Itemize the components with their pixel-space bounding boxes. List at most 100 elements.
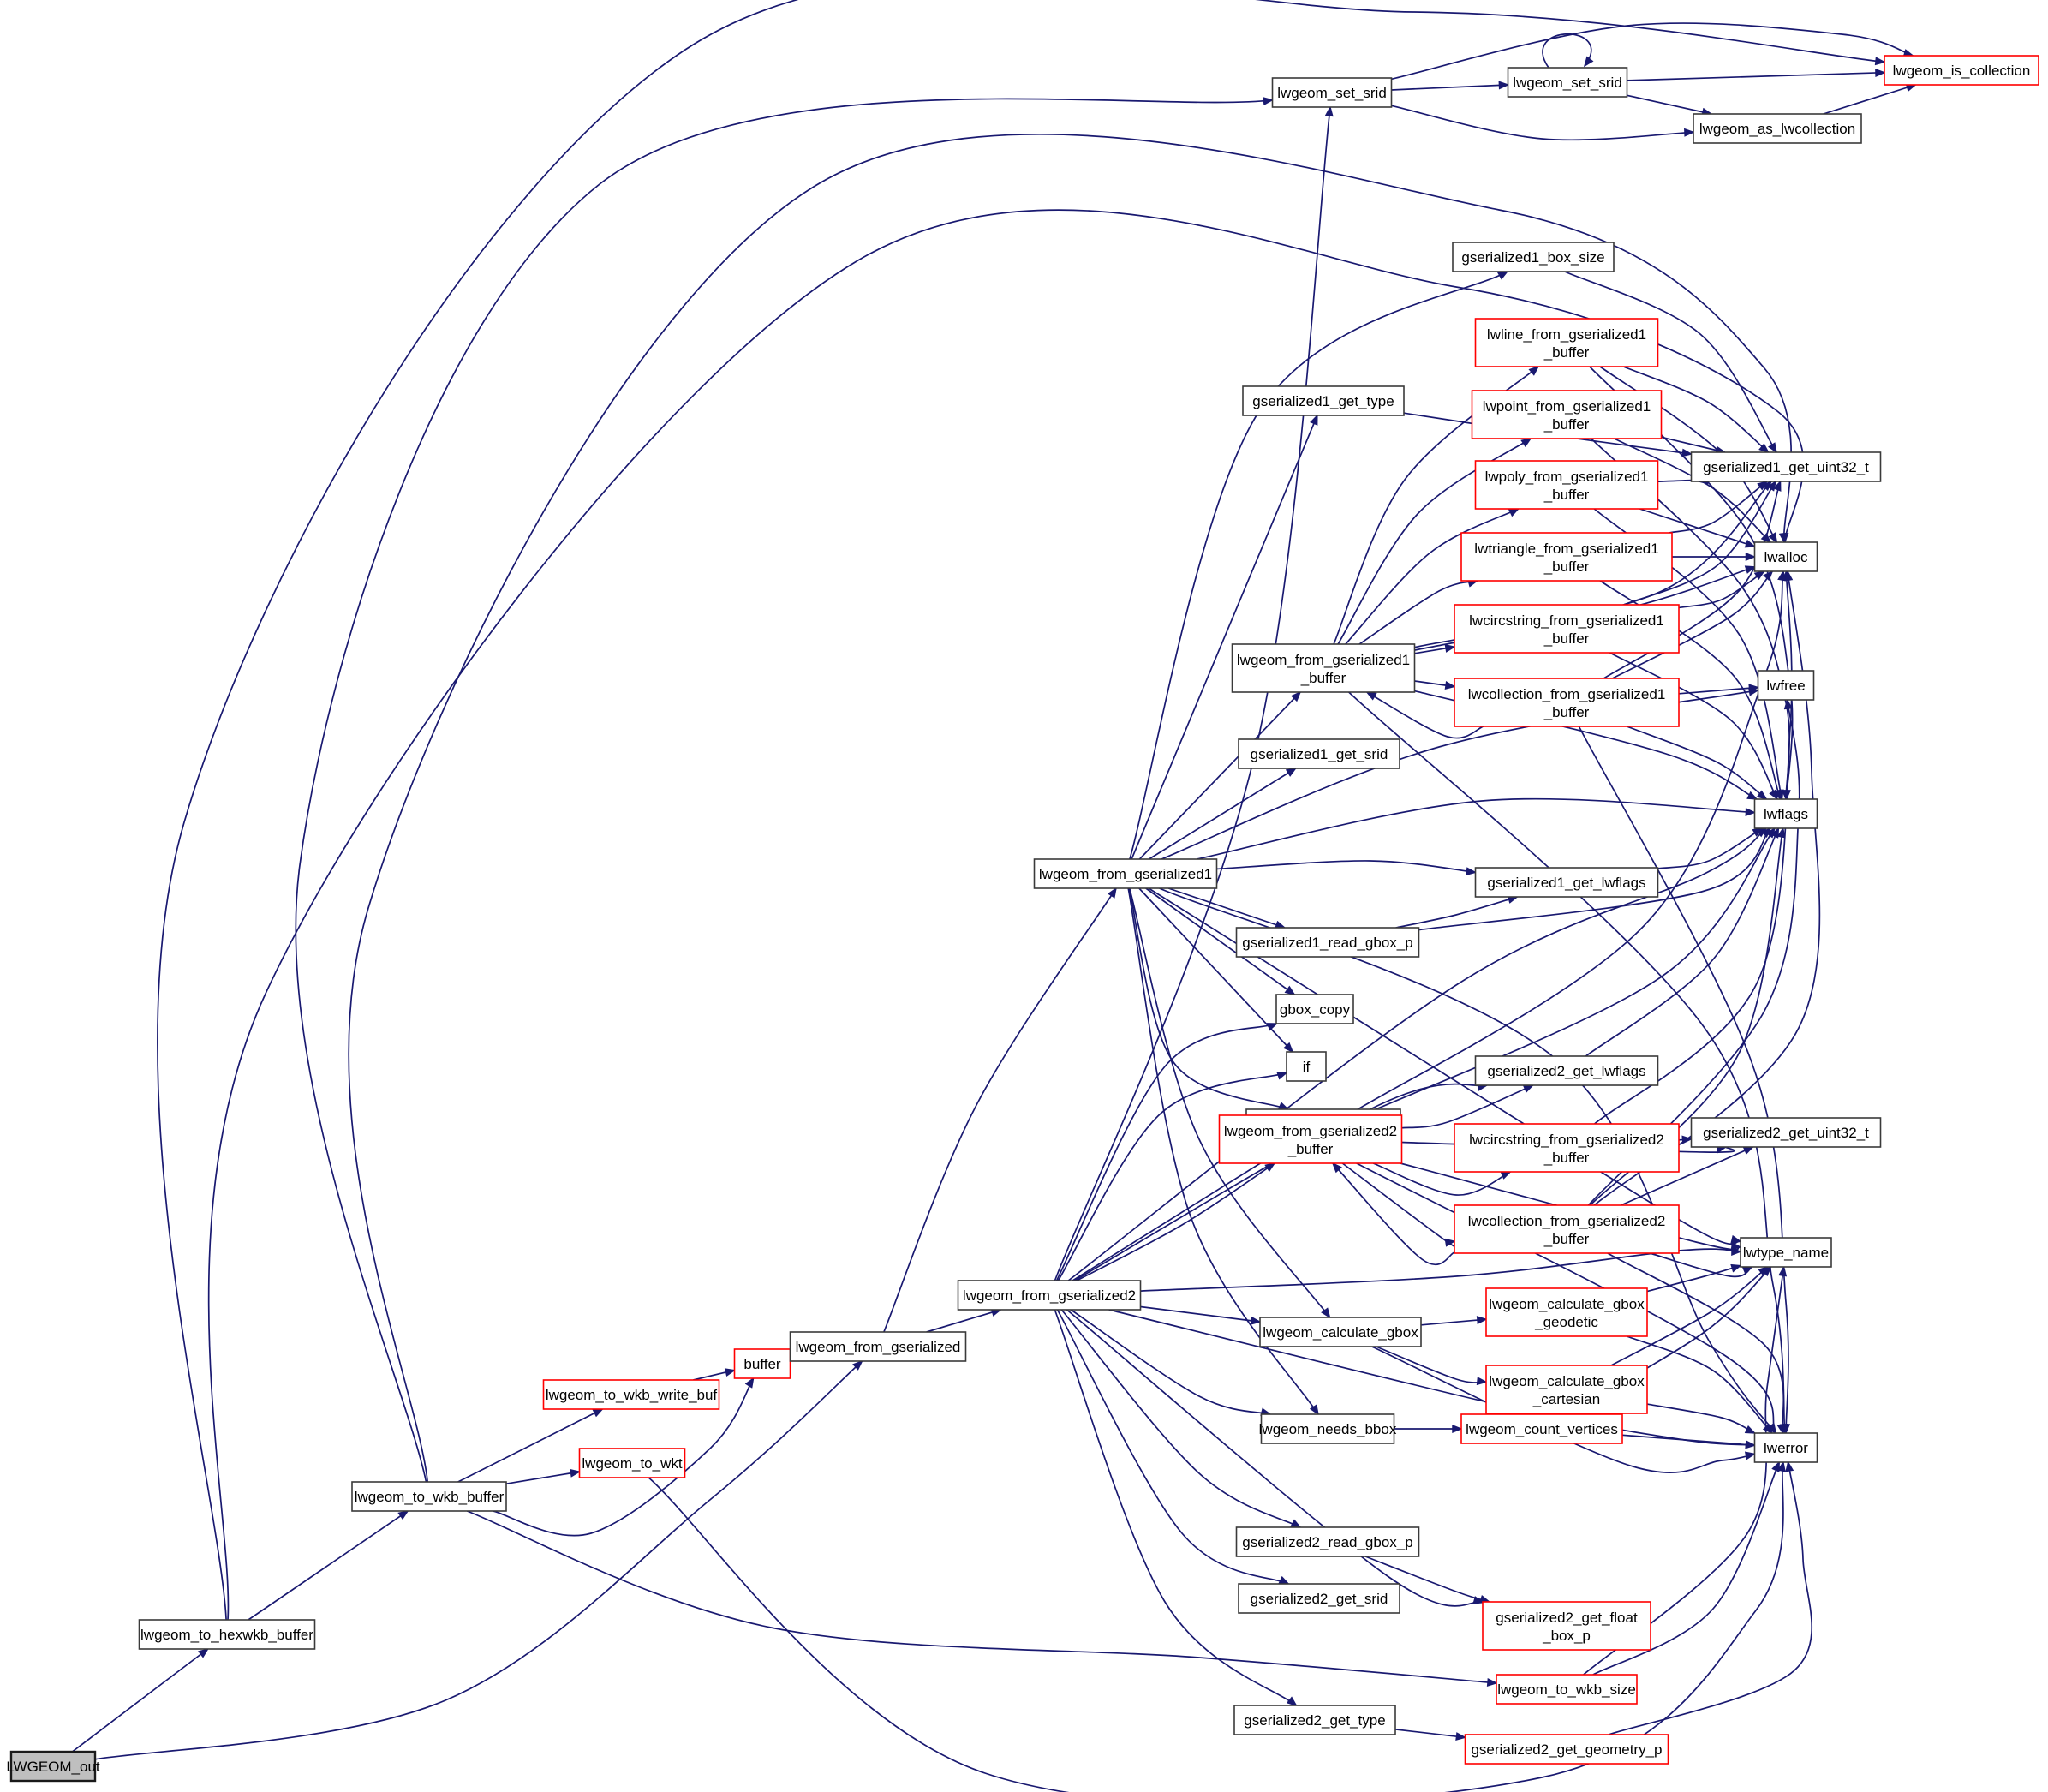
node-lwgeom-needs-bbox[interactable]: lwgeom_needs_bbox xyxy=(1259,1413,1397,1444)
node-box[interactable] xyxy=(1218,1114,1403,1164)
node-box[interactable] xyxy=(1454,1123,1680,1173)
node-gserialized2-get-type[interactable]: gserialized2_get_type xyxy=(1233,1705,1396,1735)
node-lwgeom-from-gserialized1-buffer[interactable]: lwgeom_from_gserialized1 _buffer xyxy=(1231,643,1416,693)
node-box[interactable] xyxy=(1507,67,1628,98)
node-box[interactable] xyxy=(1033,858,1218,889)
node-box[interactable] xyxy=(1460,532,1673,582)
node-box[interactable] xyxy=(1496,1674,1638,1705)
node-lwgeom-from-gserialized2-buffer[interactable]: lwgeom_from_gserialized2 _buffer xyxy=(1218,1114,1403,1164)
node-lwfree[interactable]: lwfree xyxy=(1757,670,1815,701)
node-lwgeom-set-srid-a[interactable]: lwgeom_set_srid xyxy=(1271,77,1393,108)
node-box[interactable] xyxy=(789,1331,967,1362)
node-box[interactable] xyxy=(9,1750,97,1783)
node-lwgeom-to-wkb-buffer[interactable]: lwgeom_to_wkb_buffer xyxy=(351,1481,507,1512)
node-box[interactable] xyxy=(1235,927,1420,958)
node-gserialized1-get-type[interactable]: gserialized1_get_type xyxy=(1242,385,1405,416)
node-gserialized2-get-srid[interactable]: gserialized2_get_srid xyxy=(1238,1583,1400,1614)
node-box[interactable] xyxy=(351,1481,507,1512)
node-gserialized2-get-geometry-p[interactable]: gserialized2_get_geometry_p xyxy=(1464,1734,1669,1765)
node-box[interactable] xyxy=(1884,55,2039,86)
node-gserialized1-box-size[interactable]: gserialized1_box_size xyxy=(1452,242,1615,272)
node-lwcircstring-from-gserialized2-buffer[interactable]: lwcircstring_from_gserialized2 _buffer xyxy=(1454,1123,1680,1173)
node-box[interactable] xyxy=(1275,994,1354,1024)
node-box[interactable] xyxy=(1454,678,1680,727)
node-box[interactable] xyxy=(1482,1601,1651,1651)
edge-lwgeom_to_wkb_buffer--lwalloc xyxy=(348,133,1793,1483)
node-box[interactable] xyxy=(1753,798,1818,829)
node-box[interactable] xyxy=(1238,738,1400,769)
node-box[interactable] xyxy=(957,1280,1142,1311)
node-lwpoly-from-gserialized1-buffer[interactable]: lwpoly_from_gserialized1 _buffer xyxy=(1474,460,1659,510)
node-box[interactable] xyxy=(1485,1365,1648,1414)
node-box[interactable] xyxy=(1271,77,1393,108)
node-lwgeom-as-lwcollection[interactable]: lwgeom_as_lwcollection xyxy=(1693,113,1862,144)
node-box[interactable] xyxy=(1474,867,1659,898)
node-box[interactable] xyxy=(1242,385,1405,416)
node-lwgeom-to-wkb-size[interactable]: lwgeom_to_wkb_size xyxy=(1496,1674,1638,1705)
node-lwcollection-from-gserialized2-buffer[interactable]: lwcollection_from_gserialized2 _buffer xyxy=(1454,1204,1680,1254)
node-lwcircstring-from-gserialized1-buffer[interactable]: lwcircstring_from_gserialized1 _buffer xyxy=(1454,604,1680,654)
node-box[interactable] xyxy=(138,1619,316,1650)
node-LWGEOM-out[interactable]: LWGEOM_out xyxy=(6,1750,100,1783)
node-lwgeom-calculate-gbox[interactable]: lwgeom_calculate_gbox xyxy=(1259,1317,1422,1347)
node-box[interactable] xyxy=(1464,1734,1669,1765)
node-box[interactable] xyxy=(1260,1413,1395,1444)
node-box[interactable] xyxy=(1693,113,1862,144)
node-box[interactable] xyxy=(1452,242,1615,272)
node-lwflags[interactable]: lwflags xyxy=(1753,798,1818,829)
node-box[interactable] xyxy=(1233,1705,1396,1735)
node-box[interactable] xyxy=(1690,451,1882,482)
node-box[interactable] xyxy=(1690,1117,1882,1148)
node-lwtriangle-from-gserialized1-buffer[interactable]: lwtriangle_from_gserialized1 _buffer xyxy=(1460,532,1673,582)
node-lwgeom-to-wkt[interactable]: lwgeom_to_wkt xyxy=(578,1448,686,1478)
node-box[interactable] xyxy=(1454,1204,1680,1254)
node-gserialized1-get-lwflags[interactable]: gserialized1_get_lwflags xyxy=(1474,867,1659,898)
node-box[interactable] xyxy=(1231,643,1416,693)
node-lwgeom-count-vertices[interactable]: lwgeom_count_vertices xyxy=(1460,1413,1623,1444)
node-box[interactable] xyxy=(1286,1051,1327,1082)
node-lwtype-name[interactable]: lwtype_name xyxy=(1740,1237,1832,1268)
node-lwalloc[interactable]: lwalloc xyxy=(1753,541,1818,572)
node-gserialized1-get-srid[interactable]: gserialized1_get_srid xyxy=(1238,738,1400,769)
node-lwpoint-from-gserialized1-buffer[interactable]: lwpoint_from_gserialized1 _buffer xyxy=(1471,390,1663,439)
node-box[interactable] xyxy=(542,1379,720,1410)
node-if[interactable]: if xyxy=(1286,1051,1327,1082)
node-box[interactable] xyxy=(1238,1583,1400,1614)
node-lwline-from-gserialized1-buffer[interactable]: lwline_from_gserialized1 _buffer xyxy=(1474,318,1659,367)
node-box[interactable] xyxy=(1474,1055,1659,1086)
node-box[interactable] xyxy=(1460,1413,1623,1444)
node-gserialized2-get-float-box-p[interactable]: gserialized2_get_float _box_p xyxy=(1482,1601,1651,1651)
node-box[interactable] xyxy=(1753,541,1818,572)
node-gserialized2-get-lwflags[interactable]: gserialized2_get_lwflags xyxy=(1474,1055,1659,1086)
node-gbox-copy[interactable]: gbox_copy xyxy=(1275,994,1354,1024)
node-lwgeom-calculate-gbox-cartesian[interactable]: lwgeom_calculate_gbox _cartesian xyxy=(1485,1365,1648,1414)
node-lwgeom-set-srid-b[interactable]: lwgeom_set_srid xyxy=(1507,67,1628,98)
edge-lwgeom_from_gserialized2--gserialized2_get_type xyxy=(1054,1309,1298,1707)
node-box[interactable] xyxy=(1235,1526,1420,1557)
node-box[interactable] xyxy=(1454,604,1680,654)
node-box[interactable] xyxy=(1474,318,1659,367)
node-box[interactable] xyxy=(1485,1287,1648,1337)
node-box[interactable] xyxy=(1474,460,1659,510)
node-lwgeom-to-wkb-write-buf[interactable]: lwgeom_to_wkb_write_buf xyxy=(542,1379,720,1410)
node-lwgeom-is-collection[interactable]: lwgeom_is_collection xyxy=(1884,55,2039,86)
node-lwcollection-from-gserialized1-buffer[interactable]: lwcollection_from_gserialized1 _buffer xyxy=(1454,678,1680,727)
node-lwgeom-to-hexwkb-buffer[interactable]: lwgeom_to_hexwkb_buffer xyxy=(138,1619,316,1650)
node-gserialized2-read-gbox-p[interactable]: gserialized2_read_gbox_p xyxy=(1235,1526,1420,1557)
node-lwgeom-from-gserialized1[interactable]: lwgeom_from_gserialized1 xyxy=(1033,858,1218,889)
node-box[interactable] xyxy=(1259,1317,1422,1347)
node-gserialized1-get-uint32-t[interactable]: gserialized1_get_uint32_t xyxy=(1690,451,1882,482)
node-box[interactable] xyxy=(1740,1237,1832,1268)
node-box[interactable] xyxy=(1757,670,1815,701)
node-box[interactable] xyxy=(733,1348,791,1379)
node-box[interactable] xyxy=(578,1448,686,1478)
node-buffer[interactable]: buffer xyxy=(733,1348,791,1379)
node-gserialized1-read-gbox-p[interactable]: gserialized1_read_gbox_p xyxy=(1235,927,1420,958)
node-lwgeom-calculate-gbox-geodetic[interactable]: lwgeom_calculate_gbox _geodetic xyxy=(1485,1287,1648,1337)
node-box[interactable] xyxy=(1753,1432,1818,1463)
node-lwgeom-from-gserialized2[interactable]: lwgeom_from_gserialized2 xyxy=(957,1280,1142,1311)
node-box[interactable] xyxy=(1471,390,1663,439)
node-gserialized2-get-uint32-t[interactable]: gserialized2_get_uint32_t xyxy=(1690,1117,1882,1148)
node-lwgeom-from-gserialized[interactable]: lwgeom_from_gserialized xyxy=(789,1331,967,1362)
node-lwerror[interactable]: lwerror xyxy=(1753,1432,1818,1463)
